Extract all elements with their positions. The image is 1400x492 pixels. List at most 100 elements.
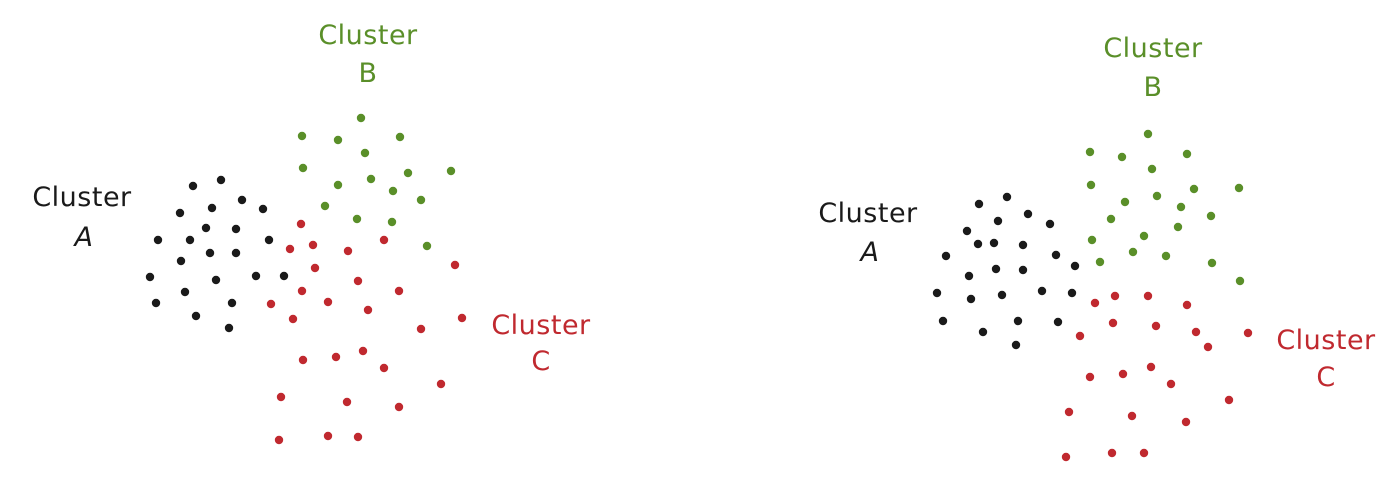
cluster-a-dot [180, 287, 190, 297]
cluster-a-dot [279, 271, 289, 281]
cluster-c-dot [1108, 318, 1118, 328]
label-cluster-c-left-letter: C [531, 346, 550, 377]
cluster-a-dot [216, 175, 226, 185]
label-cluster-c-left-word: Cluster [491, 310, 591, 341]
label-cluster-a-left-word: Cluster [32, 182, 132, 213]
cluster-b-dot [403, 168, 413, 178]
cluster-c-dot [298, 355, 308, 365]
cluster-b-dot [1235, 276, 1245, 286]
label-cluster-b-right-letter: B [1143, 72, 1162, 103]
cluster-a-dot [962, 226, 972, 236]
cluster-b-dot [366, 174, 376, 184]
cluster-c-dot [353, 432, 363, 442]
cluster-b-dot [1189, 184, 1199, 194]
cluster-a-dot [1013, 316, 1023, 326]
cluster-c-dot [1090, 298, 1100, 308]
cluster-c-dot [285, 244, 295, 254]
cluster-a-dot [932, 288, 942, 298]
cluster-c-dot [266, 299, 276, 309]
cluster-c-dot [323, 297, 333, 307]
cluster-a-dot [231, 248, 241, 258]
cluster-c-dot [457, 313, 467, 323]
label-cluster-b-left-letter: B [358, 58, 377, 89]
cluster-b-dot [1182, 149, 1192, 159]
label-cluster-a-right: Cluster A [818, 198, 917, 268]
cluster-a-dot [1067, 288, 1077, 298]
cluster-b-dot [356, 113, 366, 123]
cluster-c-dot [1191, 327, 1201, 337]
cluster-b-dot [422, 241, 432, 251]
cluster-a-dot [974, 199, 984, 209]
cluster-b-dot [1234, 183, 1244, 193]
cluster-a-dot [941, 251, 951, 261]
cluster-a-dot [207, 203, 217, 213]
cluster-a-dot [176, 256, 186, 266]
cluster-b-dot [395, 132, 405, 142]
cluster-b-dot [1173, 222, 1183, 232]
cluster-a-dot [1002, 192, 1012, 202]
cluster-a-dot [153, 235, 163, 245]
cluster-c-dot [436, 379, 446, 389]
label-cluster-b-left-word: Cluster [318, 20, 418, 51]
cluster-b-dot [297, 131, 307, 141]
cluster-a-dot [993, 216, 1003, 226]
cluster-b-dot [1106, 214, 1116, 224]
cluster-c-dot [1127, 411, 1137, 421]
label-cluster-a-left: Cluster A [32, 182, 132, 253]
cluster-c-dot [1203, 342, 1213, 352]
cluster-a-dot [1045, 219, 1055, 229]
cluster-b-dot [360, 148, 370, 158]
cluster-c-dot [1182, 300, 1192, 310]
cluster-b-dot [1128, 247, 1138, 257]
dots-right [932, 129, 1253, 462]
cluster-a-dot [224, 323, 234, 333]
cluster-c-dot [450, 260, 460, 270]
cluster-b-dot [1152, 191, 1162, 201]
cluster-b-dot [1117, 152, 1127, 162]
cluster-c-dot [353, 276, 363, 286]
cluster-a-dot [175, 208, 185, 218]
cluster-a-dot [997, 290, 1007, 300]
cluster-b-dot [298, 163, 308, 173]
cluster-a-dot [978, 327, 988, 337]
cluster-c-dot [379, 235, 389, 245]
cluster-a-dot [973, 239, 983, 249]
cluster-c-dot [416, 324, 426, 334]
cluster-c-dot [1139, 448, 1149, 458]
panel-left: Cluster A Cluster B Cluster C [32, 20, 591, 445]
cluster-a-dot [991, 264, 1001, 274]
cluster-c-dot [342, 397, 352, 407]
cluster-c-dot [1224, 395, 1234, 405]
cluster-b-dot [333, 135, 343, 145]
cluster-a-dot [1023, 209, 1033, 219]
panel-right: Cluster A Cluster B Cluster C [818, 33, 1376, 462]
cluster-a-dot [188, 181, 198, 191]
cluster-c-dot [1075, 331, 1085, 341]
cluster-b-dot [320, 201, 330, 211]
cluster-c-dot [1166, 379, 1176, 389]
cluster-a-dot [1018, 265, 1028, 275]
cluster-b-dot [1120, 197, 1130, 207]
label-cluster-a-left-letter: A [73, 222, 94, 253]
label-cluster-b-right: Cluster B [1103, 33, 1203, 103]
cluster-c-dot [1107, 448, 1117, 458]
cluster-a-dot [231, 224, 241, 234]
cluster-b-dot [1147, 164, 1157, 174]
cluster-b-dot [1207, 258, 1217, 268]
cluster-b-dot [1087, 235, 1097, 245]
cluster-b-dot [387, 217, 397, 227]
label-cluster-c-right-word: Cluster [1276, 325, 1376, 356]
cluster-c-dot [297, 286, 307, 296]
cluster-a-dot [151, 298, 161, 308]
cluster-c-dot [310, 263, 320, 273]
cluster-b-dot [388, 186, 398, 196]
label-cluster-b-right-word: Cluster [1103, 33, 1203, 64]
cluster-a-dot [227, 298, 237, 308]
cluster-a-dot [201, 223, 211, 233]
cluster-c-dot [331, 352, 341, 362]
cluster-b-dot [1206, 211, 1216, 221]
cluster-c-dot [1146, 362, 1156, 372]
cluster-a-dot [1037, 286, 1047, 296]
cluster-a-dot [251, 271, 261, 281]
